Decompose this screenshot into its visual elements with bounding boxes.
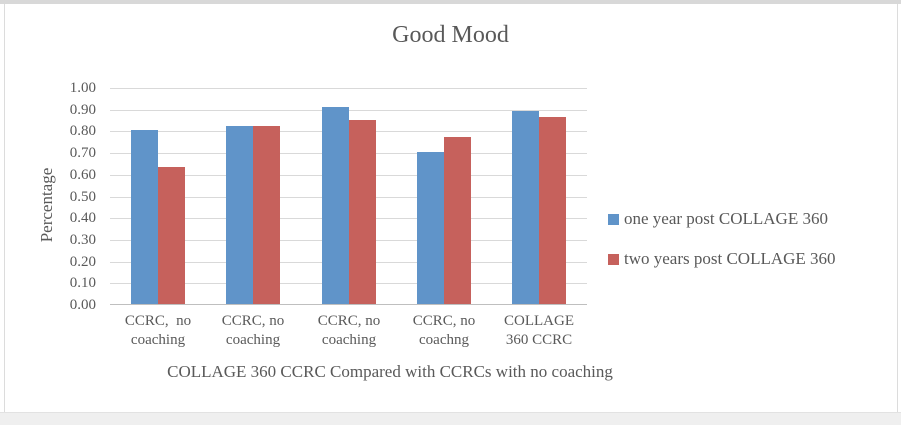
y-tick-label: 0.50 [69, 189, 96, 205]
frame-top-edge [0, 0, 901, 4]
legend-marker-icon [608, 253, 619, 265]
bar-series-1-group-1 [131, 130, 158, 304]
frame-right-edge [897, 4, 898, 412]
legend-item: two years post COLLAGE 360 [608, 249, 836, 269]
legend-label: one year post COLLAGE 360 [624, 209, 828, 228]
gridline [110, 88, 587, 89]
frame-bottom-edge [0, 412, 901, 425]
y-tick-label: 0.40 [69, 210, 96, 226]
x-category-label: CCRC, no coaching [317, 313, 381, 348]
y-tick-label: 0.30 [69, 232, 96, 248]
bar-series-1-group-5 [512, 111, 539, 304]
y-axis-tick-labels: 1.00 0.90 0.80 0.70 0.60 0.50 0.40 0.30 0.20 0.10… [20, 80, 102, 313]
x-category-label: CCRC, no coachng [412, 313, 476, 348]
legend: one year post COLLAGE 360 two years post … [608, 209, 836, 289]
y-tick-label: 0.10 [69, 275, 96, 291]
y-tick-label: 1.00 [69, 80, 96, 96]
y-tick-label: 0.60 [69, 167, 96, 183]
y-tick-label: 0.70 [69, 145, 96, 161]
x-axis-category-labels: CCRC, no coaching CCRC, no coaching CCRC, … [110, 312, 587, 354]
legend-label: two years post COLLAGE 360 [624, 249, 836, 268]
frame-left-edge [4, 4, 5, 412]
y-tick-label: 0.90 [69, 102, 96, 118]
bar-series-1-group-2 [226, 126, 253, 304]
x-axis-title: COLLAGE 360 CCRC Compared with CCRCs wit… [167, 362, 613, 381]
bar-series-2-group-3 [349, 120, 376, 304]
bar-series-2-group-2 [253, 126, 280, 304]
bar-series-1-group-4 [417, 152, 444, 304]
legend-item: one year post COLLAGE 360 [608, 209, 836, 229]
bar-series-1-group-3 [322, 107, 349, 304]
y-tick-label: 0.20 [69, 254, 96, 270]
bar-series-2-group-4 [444, 137, 471, 304]
bar-series-2-group-5 [539, 117, 566, 304]
y-tick-label: 0.80 [69, 123, 96, 139]
legend-marker-icon [608, 213, 619, 225]
x-category-label: CCRC, no coaching [221, 313, 285, 348]
chart-title: Good Mood [392, 22, 509, 48]
bar-series-2-group-1 [158, 167, 185, 304]
x-category-label: CCRC, no coaching [124, 313, 192, 348]
plot-area [110, 88, 587, 305]
y-tick-label: 0.00 [69, 297, 96, 313]
x-category-label: COLLAGE 360 CCRC [504, 313, 574, 348]
